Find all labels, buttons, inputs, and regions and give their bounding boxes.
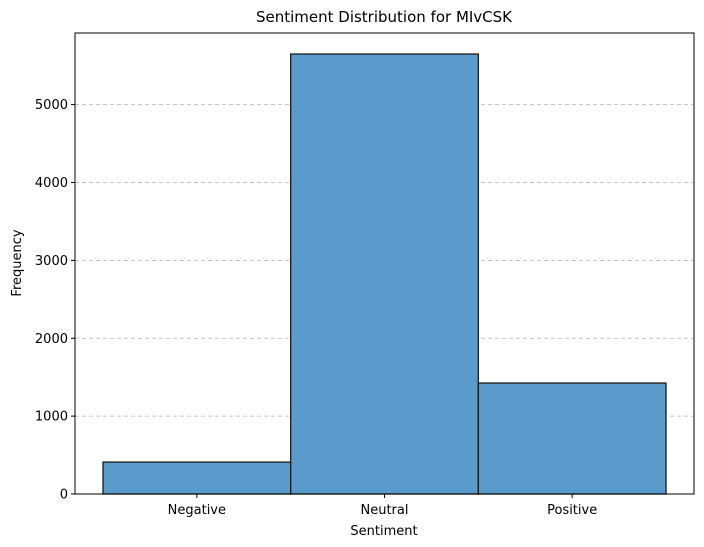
y-tick-label: 5000 — [35, 98, 68, 113]
x-tick-label: Positive — [547, 503, 597, 518]
bar-neutral — [290, 53, 479, 495]
x-tick-label: Negative — [168, 503, 226, 518]
y-axis: 0 1000 2000 3000 4000 5000 — [35, 98, 75, 503]
x-axis-label: Sentiment — [350, 524, 417, 539]
bar-negative — [102, 461, 292, 495]
y-tick-label: 4000 — [35, 176, 68, 191]
y-tick-label: 3000 — [35, 254, 68, 269]
y-tick-label: 2000 — [35, 332, 68, 347]
y-tick-label: 1000 — [35, 410, 68, 425]
bar-positive — [477, 382, 667, 495]
chart-title: Sentiment Distribution for MIvCSK — [256, 8, 513, 26]
bars — [102, 53, 667, 495]
x-axis: Negative Neutral Positive — [168, 494, 597, 518]
y-tick-label: 0 — [60, 488, 68, 503]
y-axis-label: Frequency — [10, 229, 25, 296]
x-tick-label: Neutral — [361, 503, 409, 518]
